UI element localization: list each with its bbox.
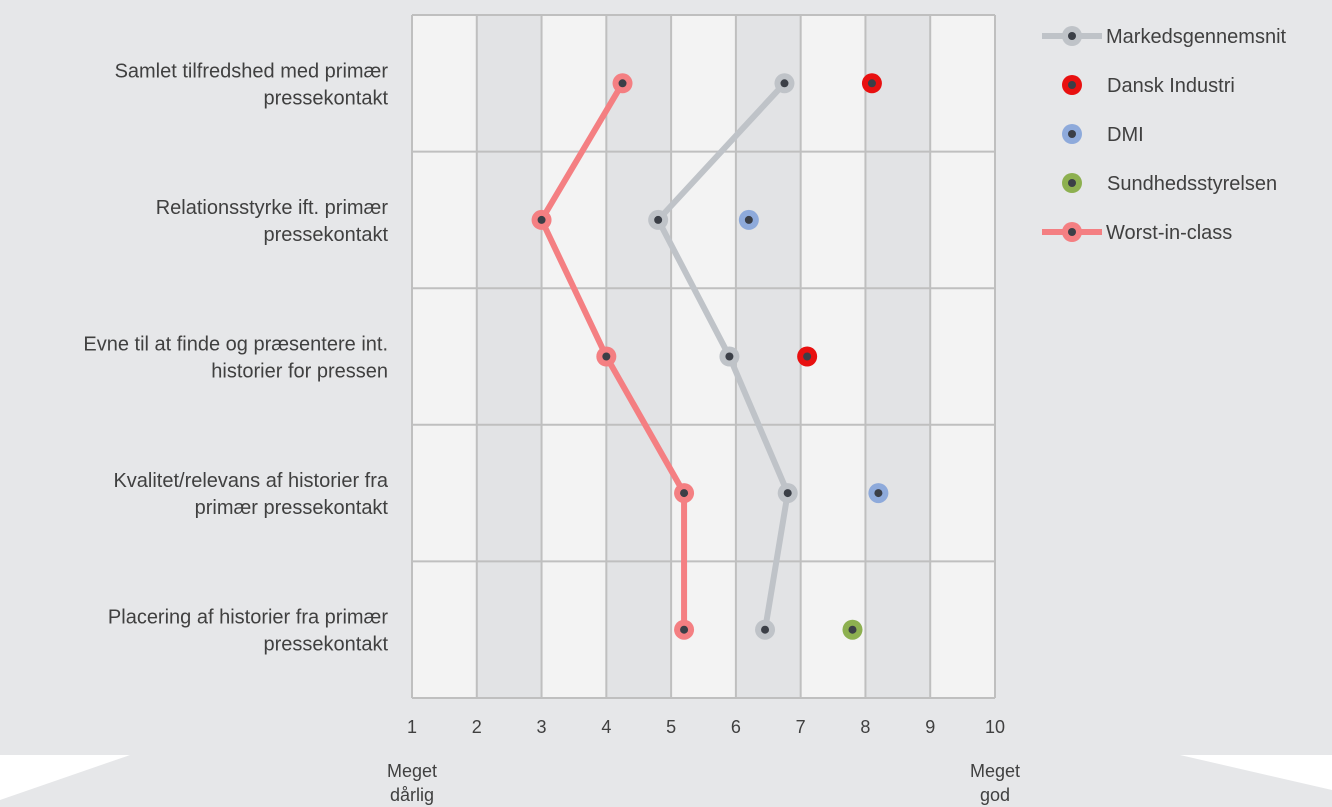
x-tick-label: 10: [985, 717, 1005, 737]
legend-item: Markedsgennemsnit: [1042, 26, 1287, 48]
data-point-dot: [761, 625, 770, 634]
category-label-line: pressekontakt: [263, 87, 388, 109]
x-tick-label: 8: [860, 717, 870, 737]
legend-marker-dot: [1068, 179, 1076, 187]
series-markedsgennemsnit: [648, 73, 798, 640]
data-point-dot: [680, 489, 689, 498]
legend-item: DMI: [1062, 124, 1144, 146]
series-worst-in-class: [531, 73, 695, 640]
data-point-dot: [654, 215, 663, 224]
legend-label: DMI: [1107, 124, 1144, 146]
data-point-dot: [744, 215, 753, 224]
category-label-line: primær pressekontakt: [195, 497, 389, 519]
category-label-line: Kvalitet/relevans af historier fra: [113, 470, 388, 492]
plot-area: [412, 15, 995, 698]
category-label-line: Placering af historier fra primær: [108, 607, 388, 629]
legend-item: Dansk Industri: [1062, 75, 1235, 97]
category-label: Relationsstyrke ift. primær pressekontakt: [156, 197, 389, 246]
plot-band: [412, 15, 477, 698]
background-shape: [0, 755, 1332, 807]
category-label: Kvalitet/relevans af historier fra primær…: [113, 470, 388, 519]
x-tick-label: 6: [731, 717, 741, 737]
series-sundhedsstyrelsen: [842, 619, 863, 640]
x-tick-label: 9: [925, 717, 935, 737]
legend-label: Worst-in-class: [1106, 222, 1232, 244]
legend-label: Markedsgennemsnit: [1106, 26, 1287, 48]
scale-end-label: Meget dårlig: [387, 761, 437, 805]
plot-band: [865, 15, 931, 698]
legend: Markedsgennemsnit Dansk Industri DMI Sundhe…: [1042, 26, 1287, 244]
scale-end-label-line: dårlig: [390, 785, 434, 805]
x-axis-ticks: 1 2 3 4 5 6 7 8 9 10 Meget dårlig Meget god: [387, 717, 1020, 805]
category-labels: Samlet tilfredshed med primær pressekonta…: [83, 60, 389, 655]
data-point-dot: [848, 625, 857, 634]
legend-item: Sundhedsstyrelsen: [1062, 173, 1277, 195]
data-point-dot: [867, 79, 876, 88]
series: [531, 73, 889, 640]
legend-marker-dot: [1068, 81, 1076, 89]
legend-marker-dot: [1068, 228, 1076, 236]
category-label: Samlet tilfredshed med primær pressekonta…: [115, 60, 389, 109]
category-label-line: Evne til at finde og præsentere int.: [83, 334, 388, 356]
series-dmi: [738, 209, 889, 504]
data-point-dot: [725, 352, 734, 361]
category-label-line: pressekontakt: [263, 224, 388, 246]
data-point-dot: [780, 79, 789, 88]
x-tick-label: 4: [601, 717, 611, 737]
legend-marker-dot: [1068, 32, 1076, 40]
category-label-line: historier for pressen: [211, 361, 388, 383]
x-tick-label: 3: [537, 717, 547, 737]
category-label: Placering af historier fra primær pressek…: [108, 607, 389, 656]
plot-band: [606, 15, 672, 698]
category-label-line: pressekontakt: [263, 634, 388, 656]
x-tick-label: 7: [796, 717, 806, 737]
category-label: Evne til at finde og præsentere int. hist…: [83, 334, 388, 383]
legend-label: Dansk Industri: [1107, 75, 1235, 97]
scale-end-label-line: Meget: [387, 761, 437, 781]
data-point-dot: [602, 352, 611, 361]
category-label-line: Relationsstyrke ift. primær: [156, 197, 389, 219]
scale-end-label-line: Meget: [970, 761, 1020, 781]
series-dansk-industri: [797, 73, 882, 367]
data-point-dot: [680, 625, 689, 634]
legend-label: Sundhedsstyrelsen: [1107, 173, 1277, 195]
data-point-dot: [783, 489, 792, 498]
category-label-line: Samlet tilfredshed med primær: [115, 60, 389, 82]
x-tick-label: 5: [666, 717, 676, 737]
plot-band: [476, 15, 542, 698]
data-point-dot: [874, 489, 883, 498]
data-point-dot: [537, 215, 546, 224]
legend-marker-dot: [1068, 130, 1076, 138]
data-point-dot: [618, 79, 627, 88]
plot-band: [930, 15, 995, 698]
x-tick-label: 2: [472, 717, 482, 737]
scale-end-label-line: god: [980, 785, 1010, 805]
legend-item: Worst-in-class: [1042, 222, 1232, 244]
data-point-dot: [803, 352, 812, 361]
x-tick-label: 1: [407, 717, 417, 737]
plot-band: [735, 15, 801, 698]
scale-end-label: Meget god: [970, 761, 1020, 805]
